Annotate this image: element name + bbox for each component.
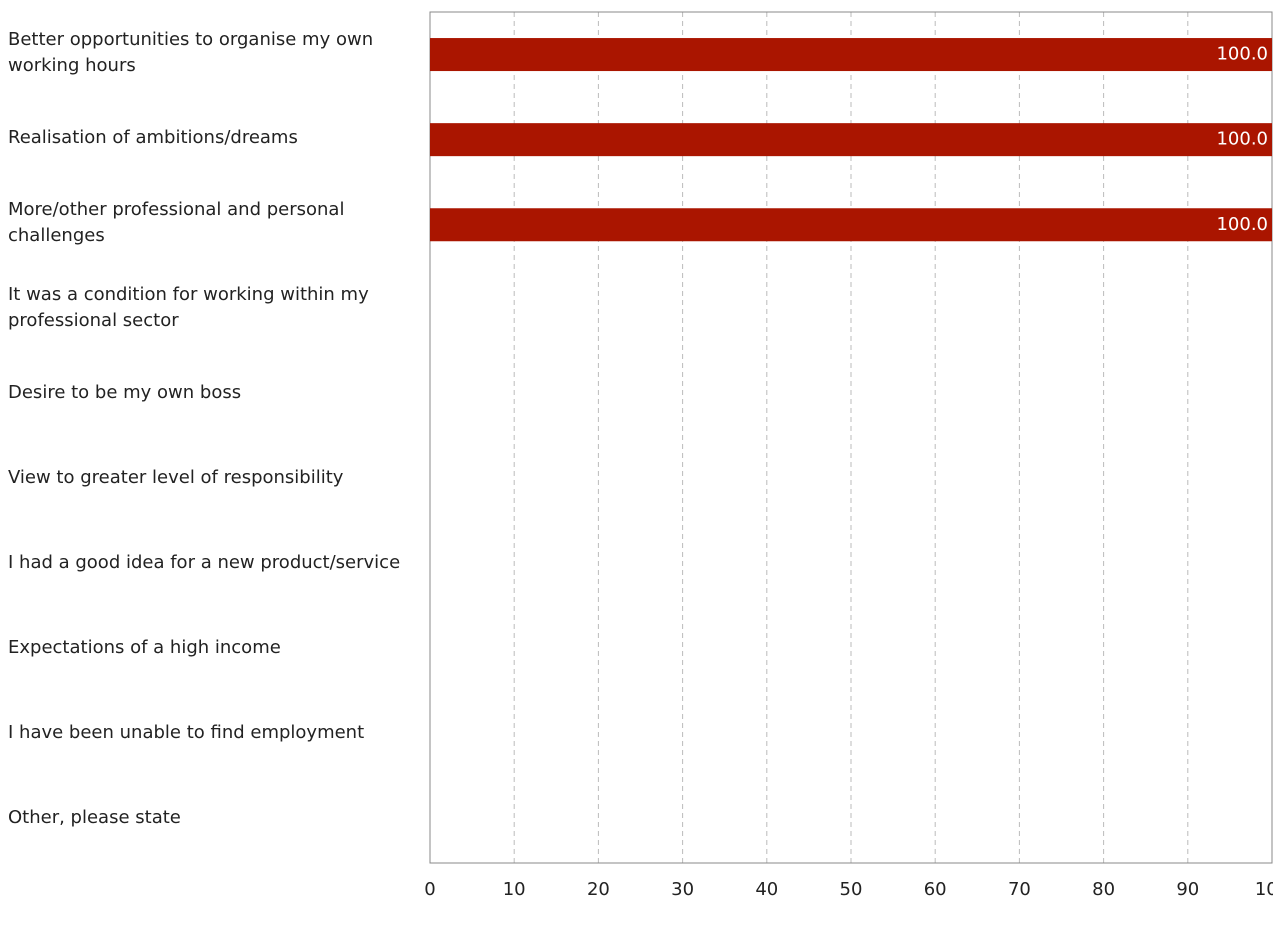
y-tick-label: Expectations of a high income: [8, 637, 281, 659]
value-label: 100.0: [1216, 44, 1268, 65]
y-tick-label: View to greater level of responsibility: [8, 467, 344, 489]
plot-frame: [429, 11, 1273, 864]
y-tick-label: More/other professional and personal cha…: [8, 198, 345, 246]
y-tick-label: I had a good idea for a new product/serv…: [8, 552, 401, 574]
value-label: 100.0: [1216, 129, 1268, 150]
x-tick-label: 20: [587, 879, 610, 900]
bar: [430, 208, 1272, 242]
x-tick-label: 80: [1092, 879, 1115, 900]
x-tick-label: 90: [1176, 879, 1199, 900]
y-tick-label: Better opportunities to organise my own …: [8, 28, 374, 76]
y-tick-label: It was a condition for working within my…: [8, 283, 369, 331]
y-tick-label: Desire to be my own boss: [8, 381, 242, 403]
x-tick-label: 0: [424, 879, 435, 900]
x-tick-label: 60: [924, 879, 947, 900]
bar: [430, 123, 1272, 157]
x-tick-label: 100: [1255, 879, 1273, 900]
x-tick-label: 70: [1008, 879, 1031, 900]
y-tick-label: I have been unable to find employment: [8, 722, 365, 744]
y-tick-label: Realisation of ambitions/dreams: [8, 126, 298, 148]
x-tick-label: 50: [840, 879, 863, 900]
x-tick-label: 10: [503, 879, 526, 900]
value-label: 100.0: [1216, 214, 1268, 235]
x-tick-label: 40: [755, 879, 778, 900]
y-tick-label: Other, please state: [8, 807, 181, 829]
x-tick-label: 30: [671, 879, 694, 900]
bar: [430, 38, 1272, 72]
